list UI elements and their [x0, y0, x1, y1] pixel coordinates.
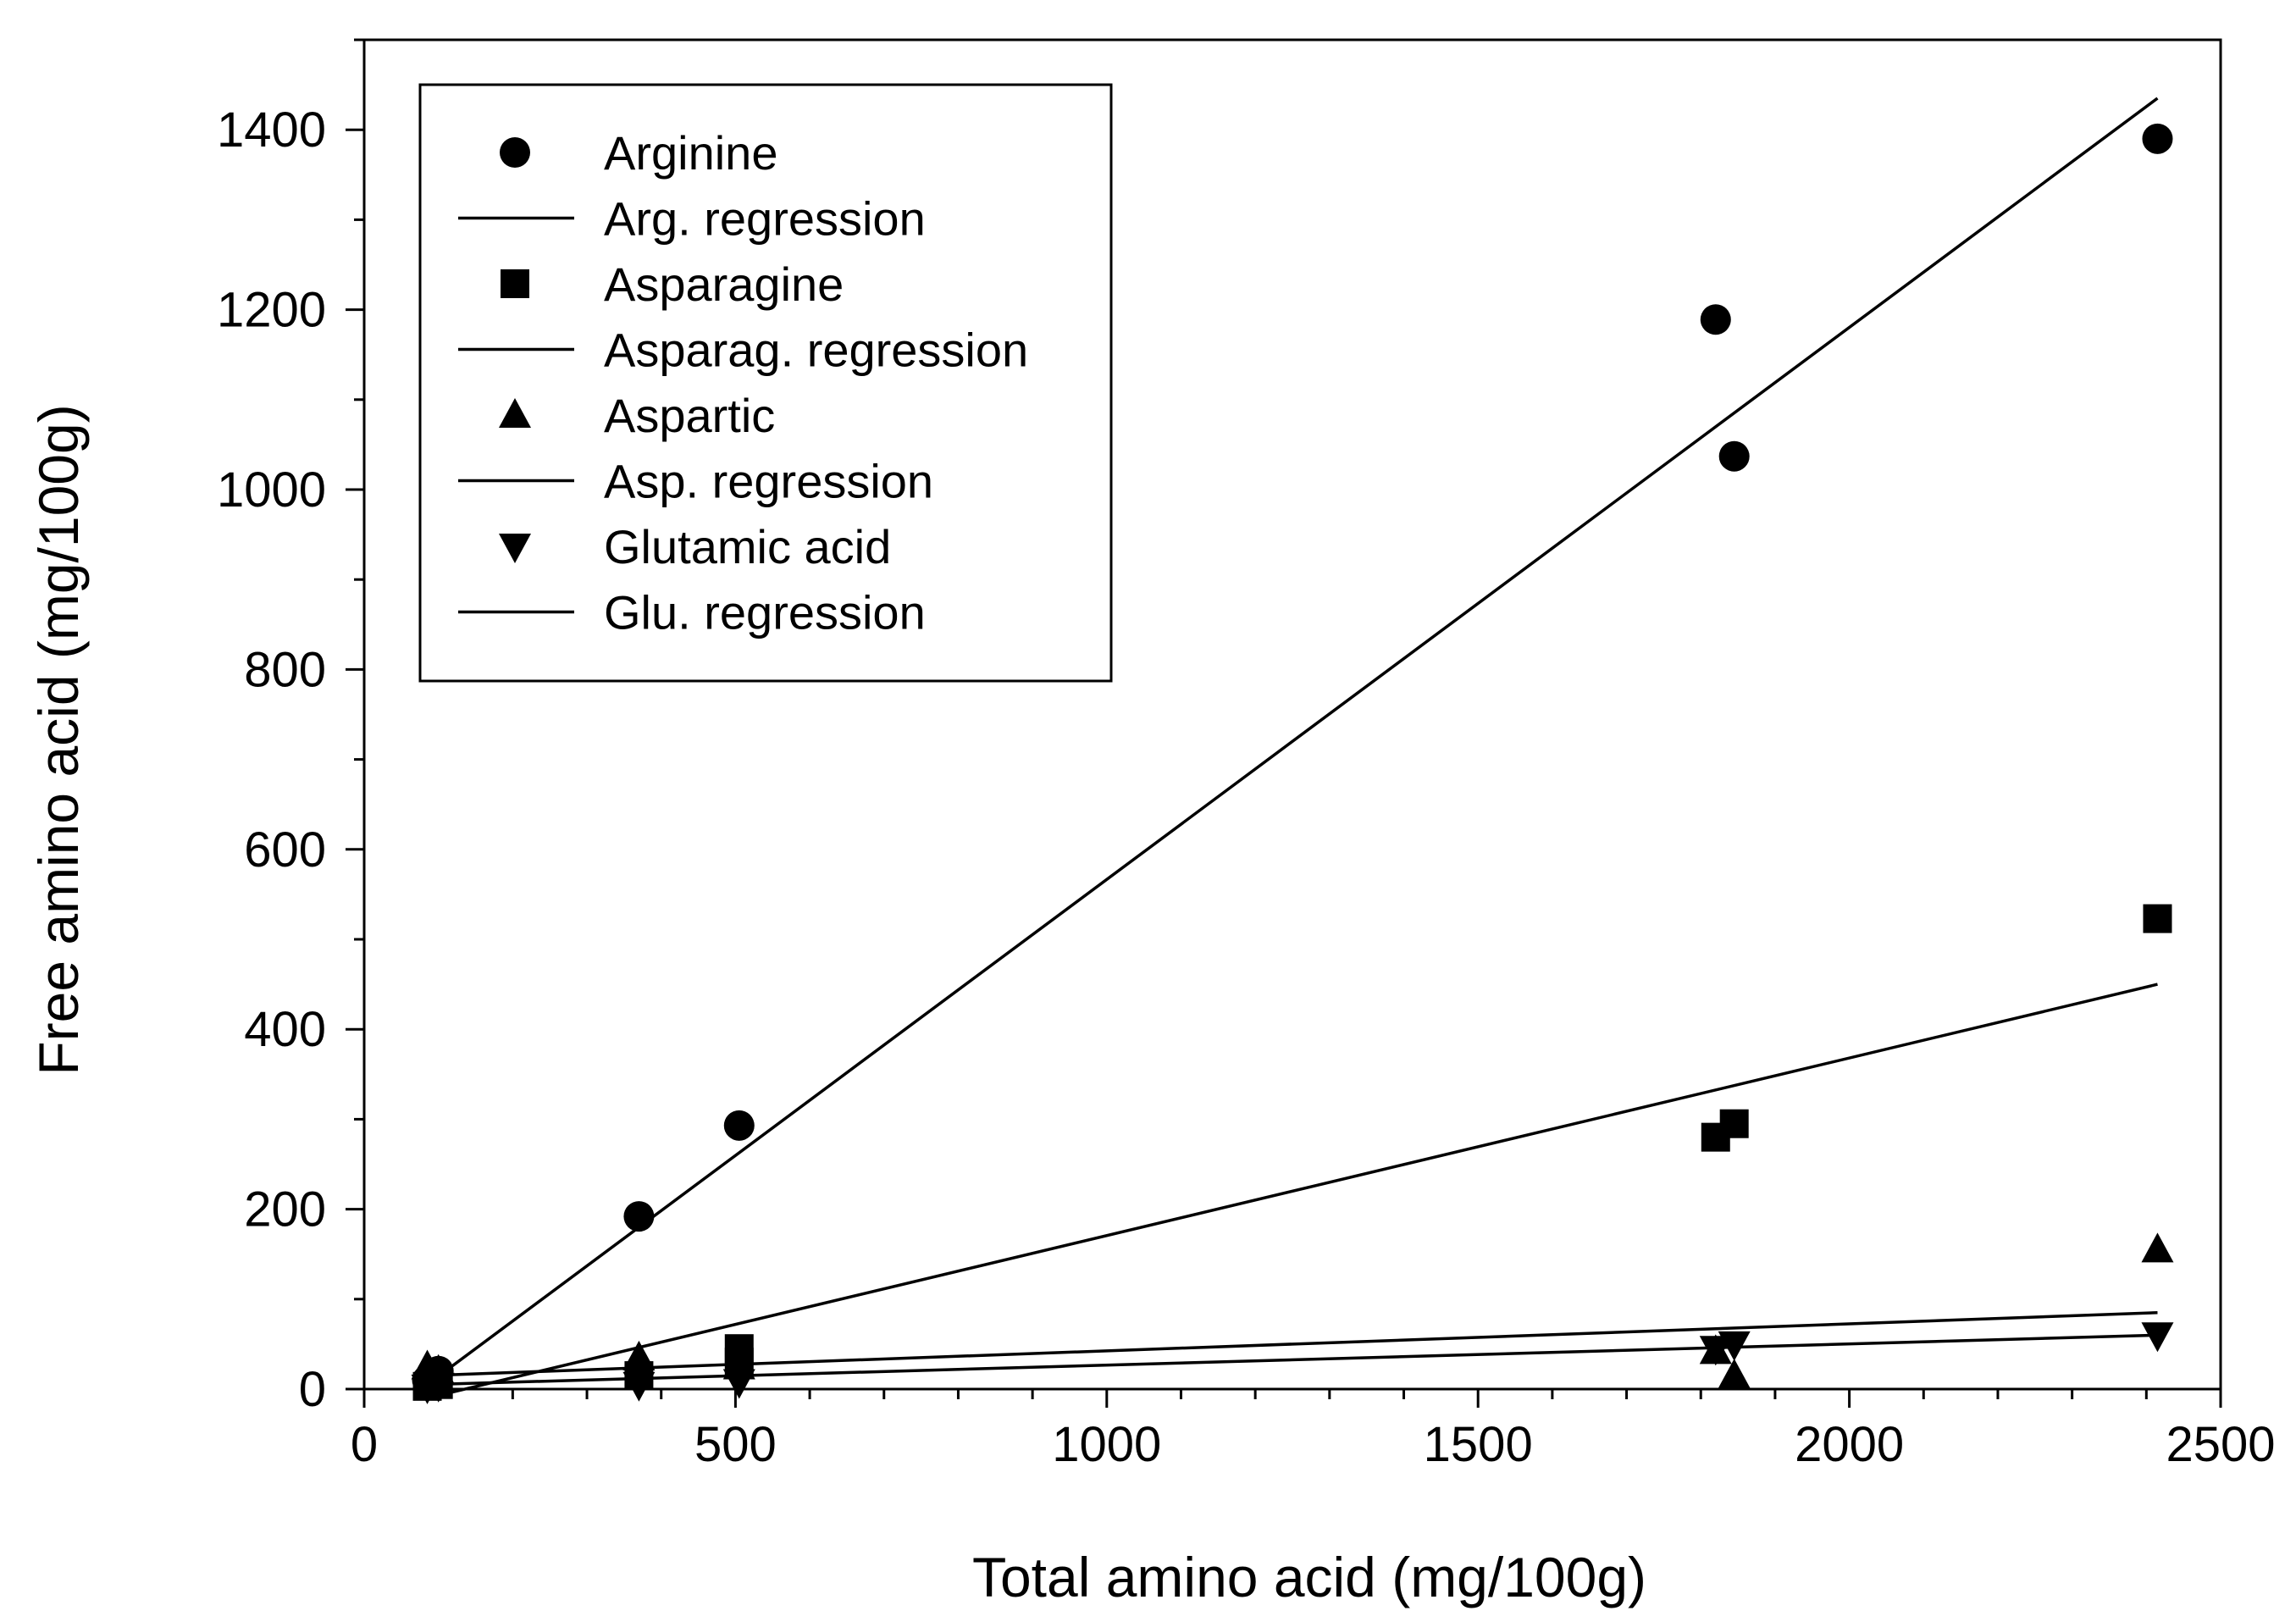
x-tick-label: 0	[351, 1417, 378, 1472]
y-tick-label: 400	[244, 1002, 326, 1057]
aspartic-point	[1718, 1359, 1751, 1389]
y-tick-label: 200	[244, 1182, 326, 1237]
asparagine-point	[1719, 1109, 1749, 1138]
aspartic-point	[622, 1340, 656, 1370]
x-tick-label: 500	[694, 1417, 777, 1472]
legend: Arginine Arg. regression Asparagine Asparag…	[418, 83, 1113, 683]
x-tick-label: 1500	[1424, 1417, 1533, 1472]
arginine-point	[1700, 304, 1731, 335]
arginine-point	[623, 1201, 655, 1232]
x-tick-label: 2000	[1795, 1417, 1904, 1472]
regression-line-4	[427, 1333, 2158, 1387]
legend-label: Asp. regression	[604, 455, 933, 508]
arginine-point	[2142, 123, 2173, 154]
asparagine-point	[2143, 904, 2172, 933]
legend-label: Asparagine	[604, 257, 844, 311]
axes: 0 500 1000 1500 2000 2500 0 200 400 600 800 1000 120…	[217, 38, 2276, 1472]
regression-line-3	[427, 1310, 2158, 1377]
plot-frame	[362, 38, 2222, 1391]
legend-swatch	[500, 137, 530, 168]
glutamic-acid-point	[1718, 1331, 1751, 1361]
glutamic-acid-point	[622, 1371, 656, 1402]
legend-label: Arg. regression	[604, 192, 926, 246]
regression-line-1	[426, 97, 2159, 1387]
legend-swatch	[501, 269, 529, 298]
y-tick-label: 0	[299, 1362, 326, 1417]
glutamic-acid-point	[722, 1369, 755, 1399]
legend-swatch	[499, 398, 531, 428]
legend-label: Glu. regression	[604, 586, 926, 639]
y-tick-label: 800	[244, 642, 326, 697]
x-tick-label: 1000	[1052, 1417, 1161, 1472]
legend-label: Asparag. regression	[604, 324, 1028, 377]
y-tick-label: 1000	[217, 462, 326, 518]
glutamic-acid-point	[2141, 1322, 2174, 1353]
y-tick-label: 1400	[217, 102, 326, 158]
legend-label: Glutamic acid	[604, 520, 891, 573]
arginine-point	[1718, 440, 1750, 472]
x-axis-label: Total amino acid (mg/100g)	[972, 1546, 1646, 1608]
data-points	[411, 123, 2174, 1404]
y-tick-label: 600	[244, 822, 326, 877]
regression-line-2	[427, 983, 2158, 1400]
glutamic-acid-point	[422, 1372, 455, 1403]
legend-box	[418, 83, 1113, 683]
glutamic-acid-point	[1699, 1336, 1732, 1366]
legend-label: Aspartic	[604, 389, 775, 442]
y-tick-label: 1200	[217, 283, 326, 338]
regression-lines	[426, 97, 2159, 1400]
y-axis-label: Free amino acid (mg/100g)	[27, 404, 90, 1075]
legend-label: Arginine	[604, 126, 777, 180]
arginine-point	[723, 1110, 755, 1141]
x-tick-label: 2500	[2166, 1417, 2275, 1472]
aspartic-point	[2141, 1232, 2174, 1263]
legend-swatch	[499, 534, 531, 563]
